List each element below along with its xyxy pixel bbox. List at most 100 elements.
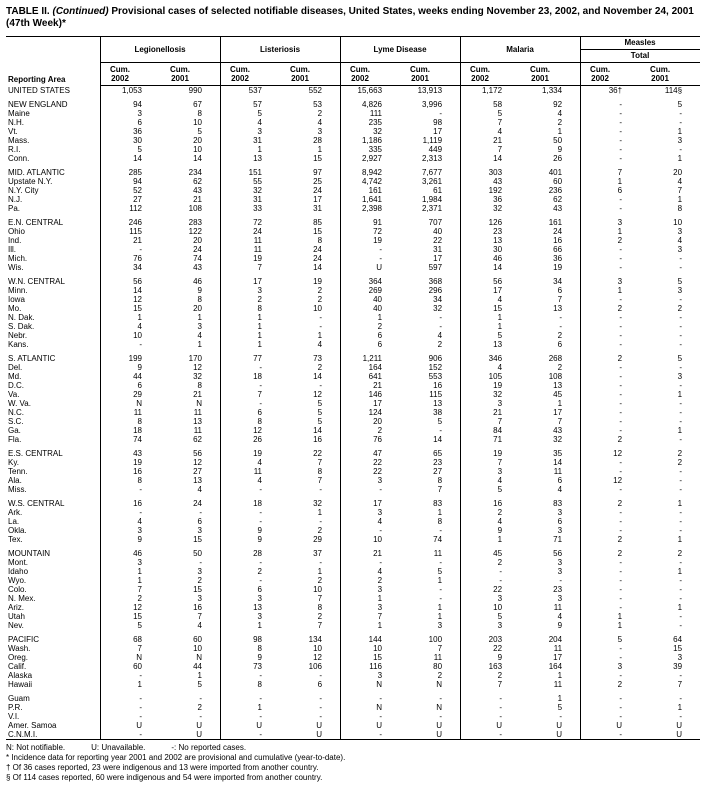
reporting-area-cell: Ala. xyxy=(8,476,22,485)
reporting-area-cell: N. Dak. xyxy=(8,313,35,322)
cum-2002-header: Cum. 2002 xyxy=(460,62,521,86)
value-cell: 14 xyxy=(493,263,503,272)
value-cell: 1 xyxy=(257,322,262,331)
value-cell: 25 xyxy=(313,177,323,186)
reporting-area-cell: MID. ATLANTIC xyxy=(8,168,65,177)
value-cell: 13 xyxy=(493,340,503,349)
value-cell: 5 xyxy=(437,567,443,576)
value-cell: 3 xyxy=(257,127,262,136)
value-cell: 303 xyxy=(488,168,503,177)
value-cell: 18 xyxy=(133,426,142,435)
value-cell: - xyxy=(259,508,262,517)
value-cell: 9 xyxy=(497,526,503,535)
value-cell: 9 xyxy=(137,363,142,372)
value-cell: 2 xyxy=(317,576,323,585)
value-cell: 1 xyxy=(557,671,563,680)
value-cell: 23 xyxy=(553,585,563,594)
value-cell: 13 xyxy=(253,603,262,612)
value-cell: 364 xyxy=(368,277,383,286)
value-cell: 8 xyxy=(197,109,202,118)
table-row: Conn. 14 14 13 15 2,927 2,313 14 26 - 1 xyxy=(6,154,700,163)
value-cell: - xyxy=(319,517,323,526)
table-row: N.J. 27 21 31 17 1,641 1,984 36 62 - 1 xyxy=(6,195,700,204)
value-cell: 15 xyxy=(373,653,383,662)
value-cell: 2 xyxy=(677,449,683,458)
value-cell: 12 xyxy=(193,458,202,467)
value-cell: - xyxy=(619,340,623,349)
table-row: Nev. 5 4 1 7 1 3 3 9 1- xyxy=(6,621,700,630)
footnote-line: § Of 114 cases reported, 60 were indigen… xyxy=(6,773,323,782)
value-cell: - xyxy=(259,730,262,739)
table-row: Utah 15 7 3 2 7 1 5 4 1- xyxy=(6,612,700,621)
value-cell: 3 xyxy=(677,136,683,145)
value-cell: 1 xyxy=(677,390,683,399)
reporting-area-cell: Maine xyxy=(8,109,30,118)
table-row: N.C. 11 11 6 5 124 38 21 17 - - xyxy=(6,408,700,417)
value-cell: U xyxy=(676,721,683,730)
value-cell: 906 xyxy=(428,354,443,363)
table-row: Tenn. 16 27 11 8 22 27 3 11 - - xyxy=(6,467,700,476)
value-cell: - xyxy=(499,576,503,585)
value-cell: 14 xyxy=(493,154,503,163)
value-cell: 11 xyxy=(193,408,202,417)
value-cell: 2 xyxy=(677,304,683,313)
reporting-area-cell: Minn. xyxy=(8,286,28,295)
table-row: Guam - - - - - - - 1 - - xyxy=(6,694,700,703)
value-cell: - xyxy=(619,154,623,163)
value-cell: - xyxy=(619,558,623,567)
value-cell: 11 xyxy=(133,408,142,417)
value-cell: 16 xyxy=(553,236,563,245)
value-cell: - xyxy=(679,313,683,322)
value-cell: 36† xyxy=(608,86,623,95)
value-cell: 7 xyxy=(437,485,443,494)
value-cell: 64 xyxy=(673,635,683,644)
value-cell: 50 xyxy=(553,136,563,145)
group-header-legionellosis: Legionellosis xyxy=(100,37,220,63)
value-cell: 2 xyxy=(437,340,443,349)
value-cell: 7 xyxy=(377,612,383,621)
table-row: W. Va. N N - 5 17 13 3 1 - - xyxy=(6,399,700,408)
value-cell: - xyxy=(619,526,623,535)
value-cell: 12 xyxy=(613,476,623,485)
value-cell: 3 xyxy=(677,227,683,236)
value-cell: 76 xyxy=(373,435,383,444)
value-cell: 6 xyxy=(557,517,563,526)
reporting-area-cell: NEW ENGLAND xyxy=(8,100,68,109)
value-cell: 24 xyxy=(193,499,202,508)
reporting-area-cell: Hawaii xyxy=(8,680,33,689)
value-cell: 20 xyxy=(193,236,202,245)
value-cell: 553 xyxy=(428,372,443,381)
value-cell: 2 xyxy=(497,671,503,680)
value-cell: 5 xyxy=(497,485,503,494)
reporting-area-cell: Ind. xyxy=(8,236,22,245)
value-cell: 16 xyxy=(133,499,142,508)
value-cell: 36 xyxy=(553,254,563,263)
value-cell: - xyxy=(139,730,142,739)
value-cell: 2 xyxy=(557,118,563,127)
value-cell: 1 xyxy=(557,127,563,136)
value-cell: - xyxy=(619,127,623,136)
value-cell: - xyxy=(619,694,623,703)
value-cell: 27 xyxy=(433,467,443,476)
value-cell: 10 xyxy=(313,644,323,653)
table-row: Ind. 21 20 11 8 19 22 13 16 2 4 xyxy=(6,236,700,245)
value-cell: 60 xyxy=(193,635,202,644)
value-cell: - xyxy=(319,381,323,390)
cum-2001-header: Cum. 2001 xyxy=(280,62,341,86)
value-cell: 32 xyxy=(433,304,443,313)
value-cell: 68 xyxy=(133,635,142,644)
value-cell: 4 xyxy=(197,485,202,494)
value-cell: 22 xyxy=(493,644,503,653)
value-cell: N xyxy=(436,680,443,689)
value-cell: 32 xyxy=(493,390,503,399)
value-cell: - xyxy=(619,109,623,118)
value-cell: - xyxy=(259,485,262,494)
group-header-malaria: Malaria xyxy=(460,37,581,63)
value-cell: 20 xyxy=(193,304,202,313)
value-cell: - xyxy=(379,245,383,254)
value-cell: 98 xyxy=(433,118,443,127)
value-cell: - xyxy=(619,485,623,494)
value-cell: - xyxy=(559,576,563,585)
value-cell: 21 xyxy=(373,549,383,558)
